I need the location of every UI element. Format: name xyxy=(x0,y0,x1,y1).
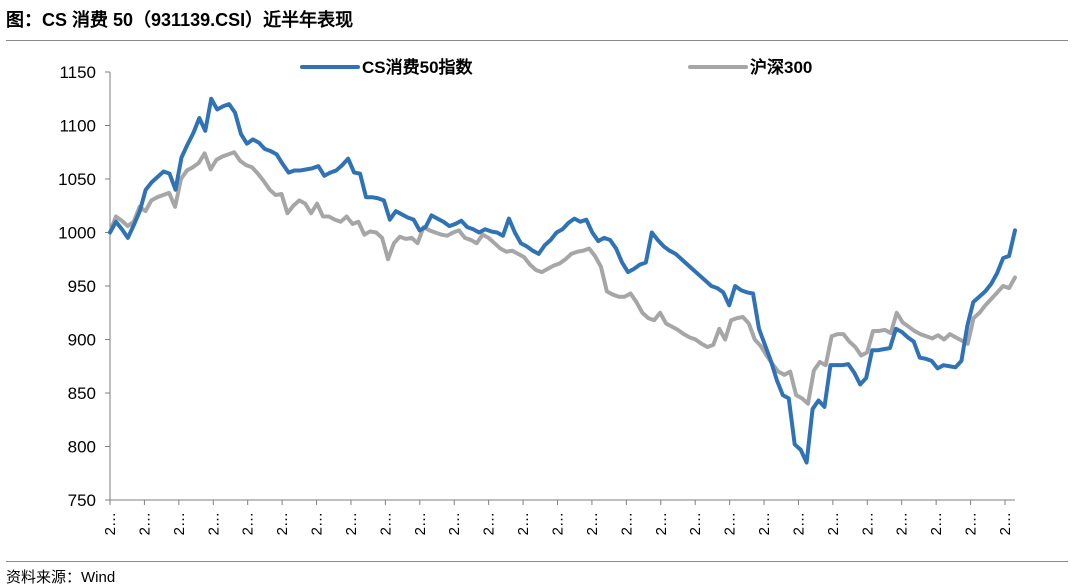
x-tick-label: 2… xyxy=(790,512,807,535)
x-tick-label: 2… xyxy=(446,512,463,535)
x-tick-label: 2… xyxy=(205,512,222,535)
line-chart: 750 800 850 900 950 1000 1050 1100 1150 2… 2… 2… 2… 2… xyxy=(58,57,1017,535)
y-tick-label: 1050 xyxy=(58,170,96,189)
y-tick-label: 850 xyxy=(68,384,96,403)
x-tick-label: 2… xyxy=(274,512,291,535)
x-tick-label: 2… xyxy=(859,512,876,535)
x-tick-label: 2… xyxy=(894,512,911,535)
x-tick-label: 2… xyxy=(928,512,945,535)
title-divider xyxy=(6,40,1068,41)
y-tick-label: 800 xyxy=(68,438,96,457)
source-note: 资料来源：Wind xyxy=(6,569,116,586)
series-line-hs300 xyxy=(108,150,1017,406)
series-line-cs-consumer-50 xyxy=(108,96,1017,465)
x-tick-label: 2… xyxy=(997,512,1014,535)
x-tick-label: 2… xyxy=(756,512,773,535)
x-tick-label: 2… xyxy=(171,512,188,535)
x-tick-label: 2… xyxy=(963,512,980,535)
chart-title: 图：CS 消费 50（931139.CSI）近半年表现 xyxy=(6,10,354,30)
x-tick-label: 2… xyxy=(825,512,842,535)
y-tick-label: 1150 xyxy=(59,63,96,82)
x-tick-label: 2… xyxy=(653,512,670,535)
x-tick-label: 2… xyxy=(515,512,532,535)
footer-divider xyxy=(6,561,1068,562)
x-tick-label: 2… xyxy=(136,512,153,535)
x-tick-label: 2… xyxy=(687,512,704,535)
x-tick-label: 2… xyxy=(618,512,635,535)
x-tick-label: 2… xyxy=(102,512,119,535)
x-tick-label: 2… xyxy=(377,512,394,535)
y-tick-label: 1100 xyxy=(59,117,96,136)
x-tick-label: 2… xyxy=(481,512,498,535)
x-tick-label: 2… xyxy=(343,512,360,535)
x-tick-label: 2… xyxy=(722,512,739,535)
x-tick-label: 2… xyxy=(240,512,257,535)
y-tick-label: 750 xyxy=(68,491,96,510)
y-tick-label: 950 xyxy=(68,277,96,296)
x-tick-label: 2… xyxy=(309,512,326,535)
x-tick-label: 2… xyxy=(550,512,567,535)
legend-label: CS消费50指数 xyxy=(362,57,474,77)
legend-label: 沪深300 xyxy=(750,57,812,77)
y-tick-label: 1000 xyxy=(58,224,96,243)
y-tick-label: 900 xyxy=(68,331,96,350)
x-tick-label: 2… xyxy=(412,512,429,535)
x-tick-label: 2… xyxy=(584,512,601,535)
